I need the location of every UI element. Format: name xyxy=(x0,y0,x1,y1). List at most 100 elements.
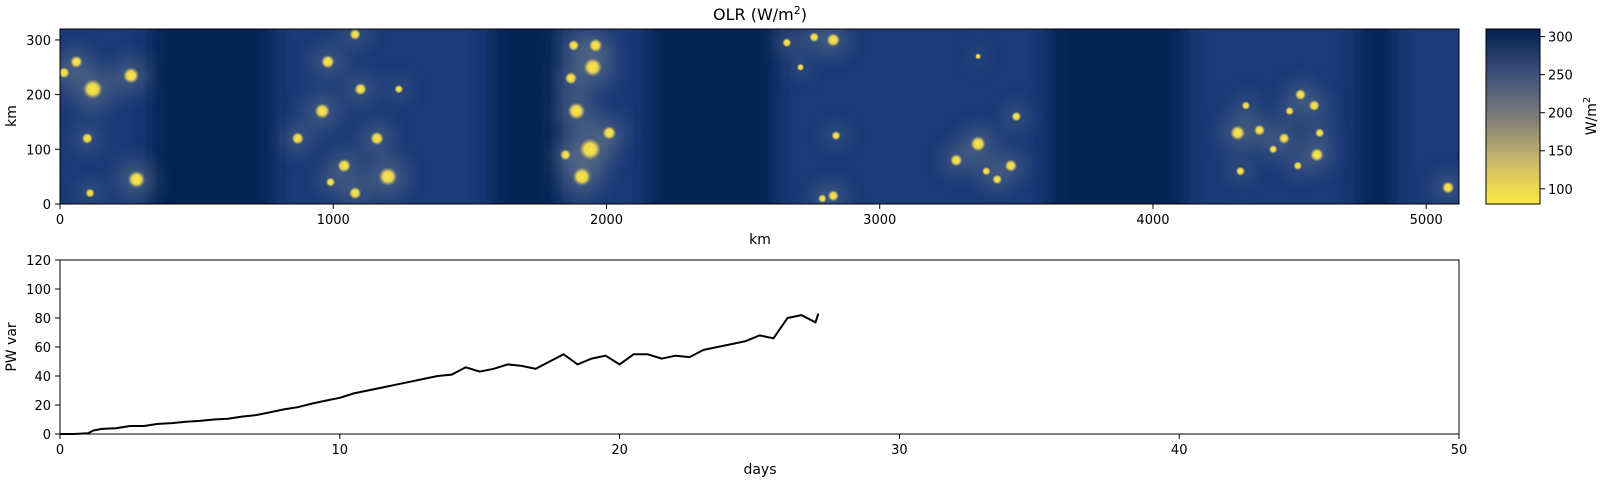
convective-cell-27 xyxy=(809,32,820,43)
convective-cell-42 xyxy=(1294,88,1307,101)
pw-frame xyxy=(59,259,1460,435)
olr-ytick-label-0: 0 xyxy=(43,198,51,213)
pw-xtick-label-0: 0 xyxy=(56,443,64,458)
convective-cell-39 xyxy=(1253,124,1266,136)
colorbar-gradient xyxy=(1485,28,1541,205)
pw-ytick-label-3: 60 xyxy=(34,341,51,356)
pw-var-line xyxy=(60,313,820,435)
convective-cell-24 xyxy=(602,125,617,140)
pw-ytick-label-2: 40 xyxy=(34,370,51,385)
convective-cell-47 xyxy=(1293,161,1303,171)
convective-cell-1 xyxy=(122,67,140,84)
convective-cell-50 xyxy=(1241,101,1251,110)
convective-cells xyxy=(60,29,1455,203)
convective-cell-16 xyxy=(291,132,305,145)
convective-cell-15 xyxy=(325,177,336,187)
convective-cell-13 xyxy=(378,167,398,187)
olr-xtick-label-2: 2000 xyxy=(590,213,623,228)
pw-xlabel: days xyxy=(743,462,776,478)
pw-xtick-label-4: 40 xyxy=(1171,443,1188,458)
convective-cell-28 xyxy=(826,33,841,47)
olr-panel: OLR (W/m2) 0 1000 2000 3000 4000 5000 0 100 200… xyxy=(4,4,1460,248)
convective-cell-4 xyxy=(127,170,146,189)
colorbar-ticks: 100 150 200 250 300 xyxy=(1540,31,1573,198)
pw-xtick-label-3: 30 xyxy=(891,443,908,458)
convective-cell-29 xyxy=(831,130,841,141)
convective-cell-10 xyxy=(354,82,367,96)
convective-cell-20 xyxy=(588,38,603,53)
convective-cell-37 xyxy=(974,53,982,60)
pw-xtick-label-2: 20 xyxy=(611,443,628,458)
olr-xlabel: km xyxy=(749,232,771,248)
clear-band-4 xyxy=(1357,29,1394,204)
colorbar-tick-label-0: 100 xyxy=(1548,183,1573,198)
convective-cell-52 xyxy=(796,63,805,72)
convective-cell-33 xyxy=(970,135,986,152)
convective-cell-6 xyxy=(60,67,70,79)
convective-cell-30 xyxy=(817,194,827,203)
convective-cell-45 xyxy=(1314,128,1325,138)
pw-ytick-label-0: 0 xyxy=(43,428,51,443)
convective-cell-18 xyxy=(564,71,578,85)
convective-cell-34 xyxy=(992,174,1003,185)
colorbar-label-sup: 2 xyxy=(1582,97,1593,103)
olr-xtick-label-5: 5000 xyxy=(1410,213,1443,228)
convective-cell-25 xyxy=(568,39,580,52)
convective-cell-48 xyxy=(1285,106,1294,116)
clear-band-2 xyxy=(647,29,776,204)
pw-panel: 0 10 20 30 40 50 0 20 40 60 80 100 120 days PW var xyxy=(4,254,1467,478)
convective-cell-38 xyxy=(1230,125,1246,141)
colorbar-tick-label-2: 200 xyxy=(1548,107,1573,122)
pw-ytick-label-1: 20 xyxy=(34,399,51,414)
convective-cell-2 xyxy=(70,55,83,69)
convective-cell-41 xyxy=(1278,132,1290,145)
colorbar-label: W/m2 xyxy=(1582,97,1600,136)
olr-xtick-label-3: 3000 xyxy=(863,213,896,228)
convective-cell-12 xyxy=(337,158,352,173)
convective-cell-36 xyxy=(1011,111,1022,122)
colorbar-tick-label-3: 250 xyxy=(1548,69,1573,84)
colorbar-tick-label-4: 300 xyxy=(1548,31,1573,46)
olr-y-axis: 0 100 200 300 xyxy=(26,34,60,213)
convective-cell-51 xyxy=(981,166,991,176)
pw-ytick-label-4: 80 xyxy=(34,312,51,327)
olr-xtick-label-1: 1000 xyxy=(317,213,350,228)
convective-cell-0 xyxy=(82,79,103,100)
convective-cell-23 xyxy=(572,167,592,187)
convective-cell-44 xyxy=(1310,147,1324,162)
convective-cell-49 xyxy=(1441,181,1455,194)
convective-cell-53 xyxy=(559,149,572,161)
olr-ytick-label-1: 100 xyxy=(26,143,51,158)
clear-band-0 xyxy=(150,29,274,204)
pw-y-axis: 0 20 40 60 80 100 120 xyxy=(26,254,60,443)
convective-cell-3 xyxy=(81,132,93,145)
pw-xtick-label-5: 50 xyxy=(1451,443,1468,458)
convective-cell-31 xyxy=(827,190,839,202)
convective-cell-35 xyxy=(1004,159,1018,173)
olr-title-sup: 2 xyxy=(794,4,801,17)
convective-cell-21 xyxy=(567,102,586,120)
convective-cell-5 xyxy=(85,188,95,198)
convective-cell-11 xyxy=(370,131,384,146)
convective-cell-17 xyxy=(394,84,404,94)
pw-x-axis: 0 10 20 30 40 50 xyxy=(56,434,1467,458)
convective-cell-19 xyxy=(583,57,603,77)
pw-ytick-label-5: 100 xyxy=(26,283,51,298)
clear-band-1 xyxy=(491,29,558,204)
convective-cell-46 xyxy=(1235,166,1246,176)
convective-cell-40 xyxy=(1268,144,1278,154)
olr-x-axis: 0 1000 2000 3000 4000 5000 xyxy=(56,204,1443,228)
convective-cell-32 xyxy=(949,153,963,167)
clear-band-3 xyxy=(1049,29,1186,204)
olr-ylabel: km xyxy=(4,105,20,127)
convective-cell-8 xyxy=(349,29,361,41)
olr-ytick-label-2: 200 xyxy=(26,89,51,104)
pw-ytick-label-6: 120 xyxy=(26,254,51,269)
pw-xtick-label-1: 10 xyxy=(332,443,349,458)
colorbar: 100 150 200 250 300 W/m2 xyxy=(1485,28,1600,205)
convective-cell-7 xyxy=(320,54,335,69)
olr-ytick-label-3: 300 xyxy=(26,34,51,49)
convective-cell-22 xyxy=(579,138,602,161)
pw-ylabel: PW var xyxy=(4,322,20,372)
